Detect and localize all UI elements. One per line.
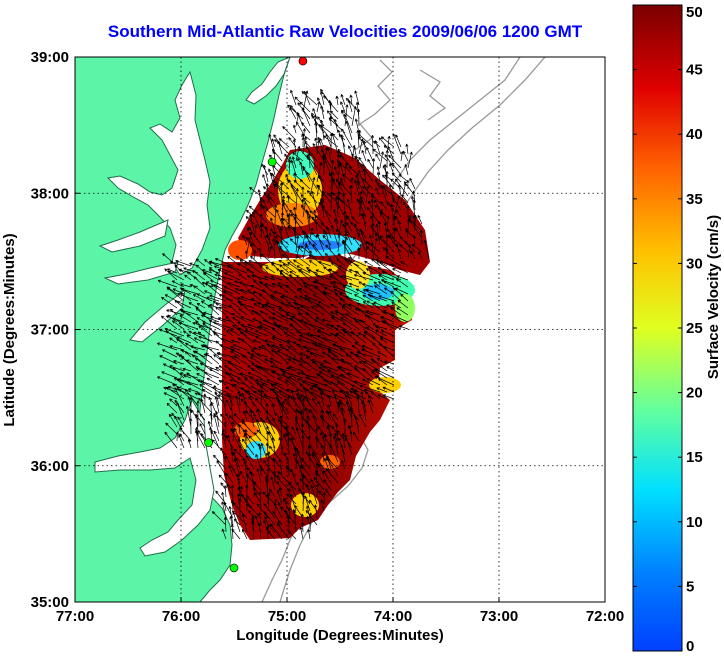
lon-tick-label: 72:00 <box>586 608 624 625</box>
station-south-marker <box>229 563 239 573</box>
y-axis-label: Latitude (Degrees:Minutes) <box>1 233 18 426</box>
colorbar-tick-label: 10 <box>686 514 703 531</box>
colorbar-tick-label: 50 <box>686 4 703 21</box>
map-grid <box>75 57 605 602</box>
lat-tick-label: 38:00 <box>31 185 69 202</box>
station-hatteras-marker <box>204 438 213 447</box>
lat-tick-label: 39:00 <box>31 49 69 66</box>
colorbar-tick-label: 45 <box>686 62 703 79</box>
lon-tick-label: 75:00 <box>268 608 306 625</box>
colorbar-tick-label: 35 <box>686 191 703 208</box>
colorbar-tick-label: 0 <box>686 638 694 655</box>
colorbar-tick-label: 20 <box>686 385 703 402</box>
colorbar-tick-label: 25 <box>686 320 703 337</box>
colorbar-tick-label: 40 <box>686 126 703 143</box>
colorbar-tick-label: 30 <box>686 255 703 272</box>
x-axis-label: Longitude (Degrees:Minutes) <box>236 627 444 644</box>
delaware-bay <box>245 57 291 105</box>
bay-branches <box>98 219 186 343</box>
colorbar-tick-label: 5 <box>686 578 694 595</box>
velocity-vectors <box>156 88 430 540</box>
lon-tick-label: 76:00 <box>162 608 200 625</box>
pamlico-sound <box>94 398 215 557</box>
vector-arrows-path <box>156 88 430 540</box>
colorbar-tick-label: 15 <box>686 449 703 466</box>
station-delaware-marker <box>267 157 277 167</box>
lat-tick-label: 35:00 <box>31 594 69 611</box>
map-title: Southern Mid-Atlantic Raw Velocities 200… <box>107 22 583 41</box>
colorbar-label: Surface Velocity (cm/s) <box>705 215 722 379</box>
lon-tick-label: 74:00 <box>374 608 412 625</box>
lon-tick-label: 73:00 <box>480 608 518 625</box>
lat-tick-label: 37:00 <box>31 322 69 339</box>
station-north-marker <box>298 56 308 66</box>
lat-tick-label: 36:00 <box>31 458 69 475</box>
lon-tick-label: 77:00 <box>56 608 94 625</box>
colorbar <box>632 4 683 652</box>
chesapeake-bay <box>106 70 211 276</box>
